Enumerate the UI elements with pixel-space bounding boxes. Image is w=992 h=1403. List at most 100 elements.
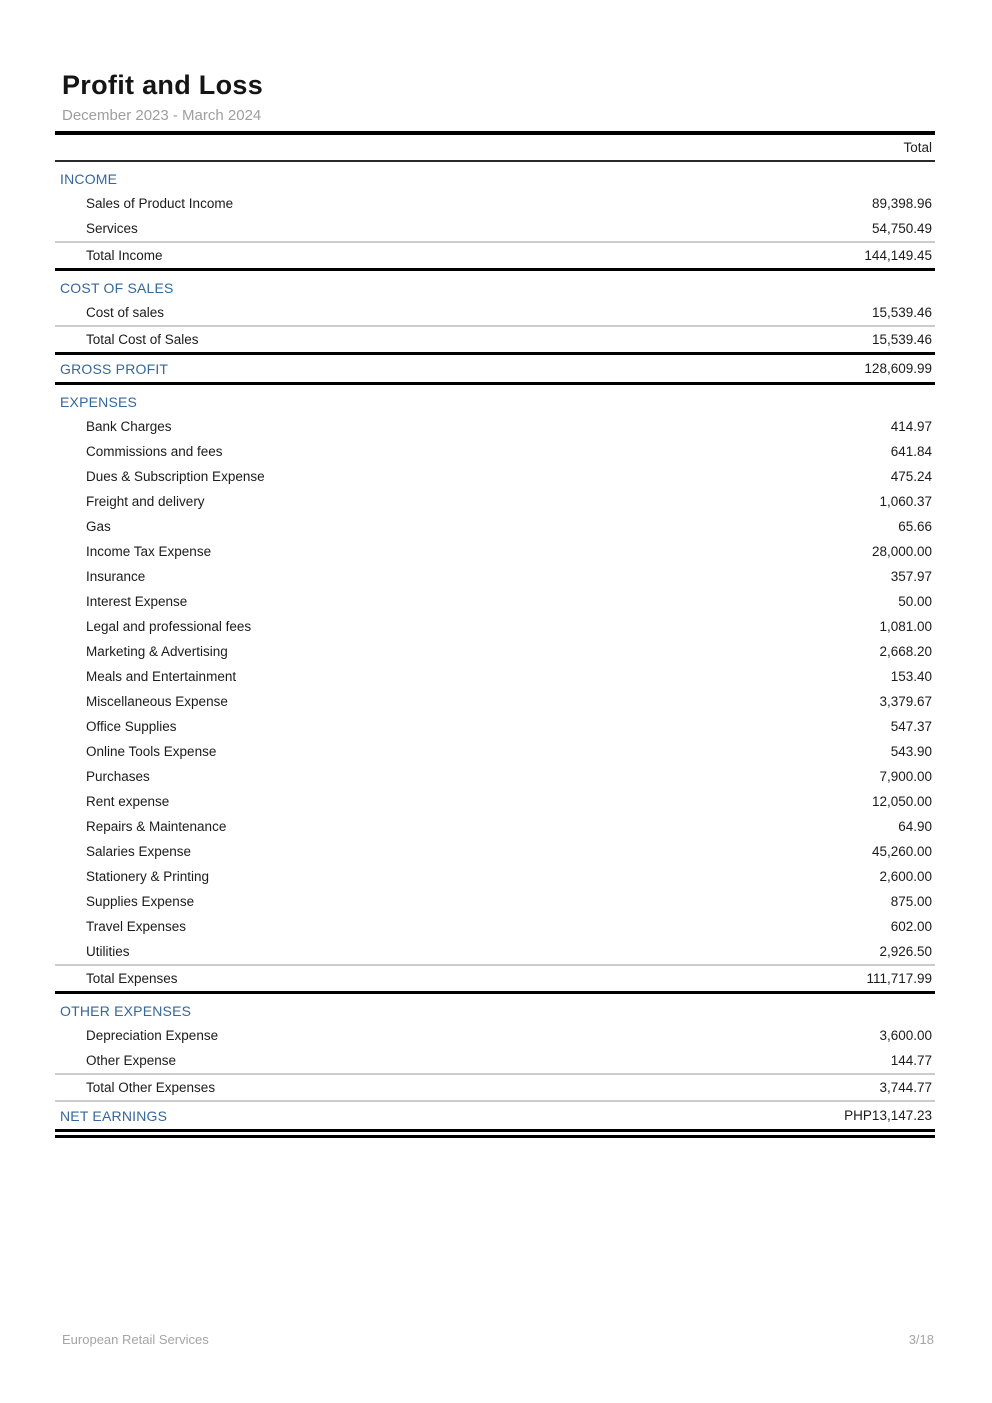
row-label: Insurance	[86, 569, 146, 584]
table-row: Other Expense 144.77	[55, 1048, 935, 1073]
total-value: 3,744.77	[879, 1080, 932, 1095]
row-value: 2,926.50	[879, 944, 932, 959]
total-label: Total Expenses	[86, 971, 178, 986]
row-value: 45,260.00	[871, 844, 932, 859]
total-row: Total Expenses 111,717.99	[55, 964, 935, 991]
row-value: 2,600.00	[879, 869, 932, 884]
section: INCOME Sales of Product Income 89,398.96 Se…	[55, 162, 935, 271]
row-value: 15,539.46	[871, 305, 932, 320]
total-label: Total Cost of Sales	[86, 332, 199, 347]
table-row: Commissions and fees 641.84	[55, 439, 935, 464]
row-value: 357.97	[890, 569, 932, 584]
row-value: 414.97	[890, 419, 932, 434]
summary-value: 128,609.99	[864, 361, 932, 376]
total-row: Total Cost of Sales 15,539.46	[55, 325, 935, 352]
row-label: Marketing & Advertising	[86, 644, 228, 659]
row-value: 89,398.96	[871, 196, 932, 211]
row-value: 28,000.00	[871, 544, 932, 559]
section-heading: OTHER EXPENSES	[60, 1002, 192, 1019]
table-row: Bank Charges 414.97	[55, 414, 935, 439]
row-value: 54,750.49	[871, 221, 932, 236]
row-value: 641.84	[890, 444, 932, 459]
header-rule	[55, 131, 935, 135]
row-label: Income Tax Expense	[86, 544, 212, 559]
table-row: Freight and delivery 1,060.37	[55, 489, 935, 514]
summary-heading: NET EARNINGS	[60, 1107, 168, 1124]
section-heading: EXPENSES	[60, 393, 138, 410]
section-heading: INCOME	[60, 170, 118, 187]
report-period: December 2023 - March 2024	[62, 107, 262, 124]
column-header-total: Total	[903, 140, 932, 155]
row-label: Stationery & Printing	[86, 869, 210, 884]
row-label: Dues & Subscription Expense	[86, 469, 265, 484]
table-row: Interest Expense 50.00	[55, 589, 935, 614]
row-label: Meals and Entertainment	[86, 669, 237, 684]
column-header-row: Total	[55, 135, 935, 162]
section-heading: COST OF SALES	[60, 279, 174, 296]
row-label: Legal and professional fees	[86, 619, 252, 634]
row-label: Office Supplies	[86, 719, 177, 734]
section: EXPENSES Bank Charges 414.97 Commissions an…	[55, 385, 935, 994]
report-footer: European Retail Services 3/18	[62, 1332, 934, 1347]
report-header: Profit and Loss December 2023 - March 20…	[62, 0, 935, 124]
summary-section: GROSS PROFIT 128,609.99	[55, 355, 935, 385]
row-value: 144.77	[890, 1053, 932, 1068]
row-label: Bank Charges	[86, 419, 172, 434]
table-row: Insurance 357.97	[55, 564, 935, 589]
total-value: 111,717.99	[866, 971, 932, 986]
table-row: Services 54,750.49	[55, 216, 935, 241]
page-title: Profit and Loss	[62, 70, 264, 100]
section-heading-row: COST OF SALES	[55, 271, 935, 300]
row-label: Supplies Expense	[86, 894, 195, 909]
footer-company-name: European Retail Services	[62, 1332, 209, 1347]
table-row: Gas 65.66	[55, 514, 935, 539]
row-label: Services	[86, 221, 138, 236]
table-row: Office Supplies 547.37	[55, 714, 935, 739]
table-row: Meals and Entertainment 153.40	[55, 664, 935, 689]
table-row: Marketing & Advertising 2,668.20	[55, 639, 935, 664]
row-value: 2,668.20	[879, 644, 932, 659]
row-value: 1,060.37	[879, 494, 932, 509]
table-row: Purchases 7,900.00	[55, 764, 935, 789]
row-label: Freight and delivery	[86, 494, 205, 509]
row-value: 7,900.00	[879, 769, 932, 784]
report-table: Total INCOME Sales of Product Income 89,39…	[55, 131, 935, 1138]
table-row: Travel Expenses 602.00	[55, 914, 935, 939]
row-value: 3,379.67	[879, 694, 932, 709]
total-value: 15,539.46	[871, 332, 932, 347]
row-value: 543.90	[890, 744, 932, 759]
table-row: Legal and professional fees 1,081.00	[55, 614, 935, 639]
row-value: 1,081.00	[879, 619, 932, 634]
row-label: Sales of Product Income	[86, 196, 234, 211]
summary-row: GROSS PROFIT 128,609.99	[55, 355, 935, 382]
total-value: 144,149.45	[864, 248, 932, 263]
row-label: Other Expense	[86, 1053, 177, 1068]
table-row: Depreciation Expense 3,600.00	[55, 1023, 935, 1048]
row-label: Salaries Expense	[86, 844, 192, 859]
table-row: Miscellaneous Expense 3,379.67	[55, 689, 935, 714]
section-heading-row: OTHER EXPENSES	[55, 994, 935, 1023]
row-value: 65.66	[898, 519, 932, 534]
row-value: 12,050.00	[871, 794, 932, 809]
table-row: Income Tax Expense 28,000.00	[55, 539, 935, 564]
table-row: Online Tools Expense 543.90	[55, 739, 935, 764]
row-value: 64.90	[898, 819, 932, 834]
row-label: Repairs & Maintenance	[86, 819, 227, 834]
section: OTHER EXPENSES Depreciation Expense 3,600.…	[55, 994, 935, 1102]
table-row: Repairs & Maintenance 64.90	[55, 814, 935, 839]
total-label: Total Income	[86, 248, 163, 263]
table-row: Stationery & Printing 2,600.00	[55, 864, 935, 889]
total-row: Total Other Expenses 3,744.77	[55, 1073, 935, 1100]
row-label: Interest Expense	[86, 594, 188, 609]
row-label: Online Tools Expense	[86, 744, 217, 759]
table-row: Supplies Expense 875.00	[55, 889, 935, 914]
row-label: Rent expense	[86, 794, 170, 809]
row-value: 3,600.00	[879, 1028, 932, 1043]
footer-page-number: 3/18	[908, 1332, 934, 1347]
section-heading-row: EXPENSES	[55, 385, 935, 414]
row-label: Cost of sales	[86, 305, 165, 320]
table-row: Utilities 2,926.50	[55, 939, 935, 964]
total-row: Total Income 144,149.45	[55, 241, 935, 268]
row-value: 153.40	[890, 669, 932, 684]
row-value: 475.24	[890, 469, 932, 484]
